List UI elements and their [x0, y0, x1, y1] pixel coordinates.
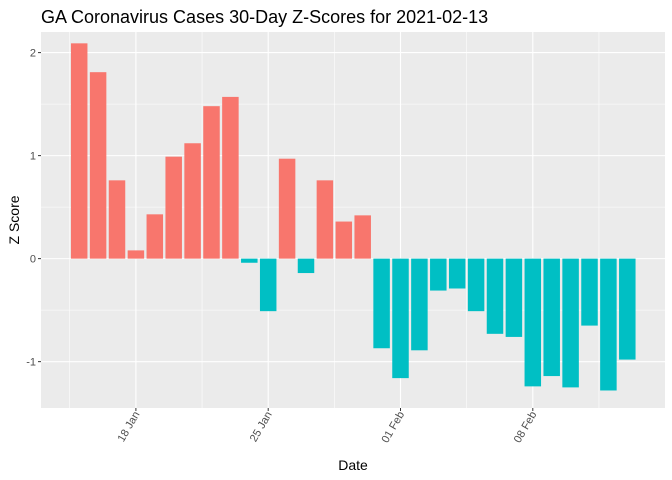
bar — [411, 258, 428, 351]
bar — [108, 180, 126, 259]
bar — [467, 258, 485, 312]
bar — [581, 258, 598, 326]
bar — [241, 258, 258, 263]
bar — [524, 258, 542, 387]
x-axis-title: Date — [338, 457, 368, 473]
bar — [373, 258, 390, 349]
bar — [222, 96, 239, 259]
bar — [505, 258, 523, 337]
y-tick-label: 1 — [30, 151, 36, 163]
bar — [127, 250, 145, 259]
y-axis-title: Z Score — [6, 195, 22, 244]
y-axis: -1 0 1 2 — [26, 48, 41, 369]
bar — [259, 258, 277, 312]
bar — [448, 258, 466, 289]
bar — [316, 180, 334, 259]
x-tick-label: 18 Jan — [116, 410, 143, 445]
bar — [392, 258, 409, 379]
y-tick-label: 2 — [30, 48, 36, 60]
bar — [70, 43, 88, 259]
plot-panel — [41, 32, 665, 408]
gridlines — [41, 32, 665, 408]
x-tick-label: 08 Feb — [512, 410, 540, 446]
y-tick-label: 0 — [30, 254, 36, 266]
y-tick-label: -1 — [26, 357, 36, 369]
bar — [297, 258, 315, 274]
bar — [278, 158, 296, 259]
bar — [203, 106, 220, 259]
bars — [70, 43, 636, 391]
bar — [543, 258, 560, 377]
bar — [89, 72, 107, 259]
bar — [146, 214, 164, 259]
x-tick-label: 25 Jan — [248, 410, 275, 445]
x-tick-label: 01 Feb — [380, 410, 408, 446]
bar — [165, 156, 182, 259]
chart-title: GA Coronavirus Cases 30-Day Z-Scores for… — [41, 7, 488, 27]
bar — [430, 258, 447, 291]
x-axis: 18 Jan 25 Jan 01 Feb 08 Feb — [116, 408, 540, 446]
bar — [619, 258, 636, 360]
bar — [562, 258, 579, 388]
bar — [600, 258, 617, 391]
bar — [354, 215, 371, 259]
bar — [184, 143, 201, 259]
bar — [486, 258, 504, 334]
bar — [335, 221, 353, 259]
